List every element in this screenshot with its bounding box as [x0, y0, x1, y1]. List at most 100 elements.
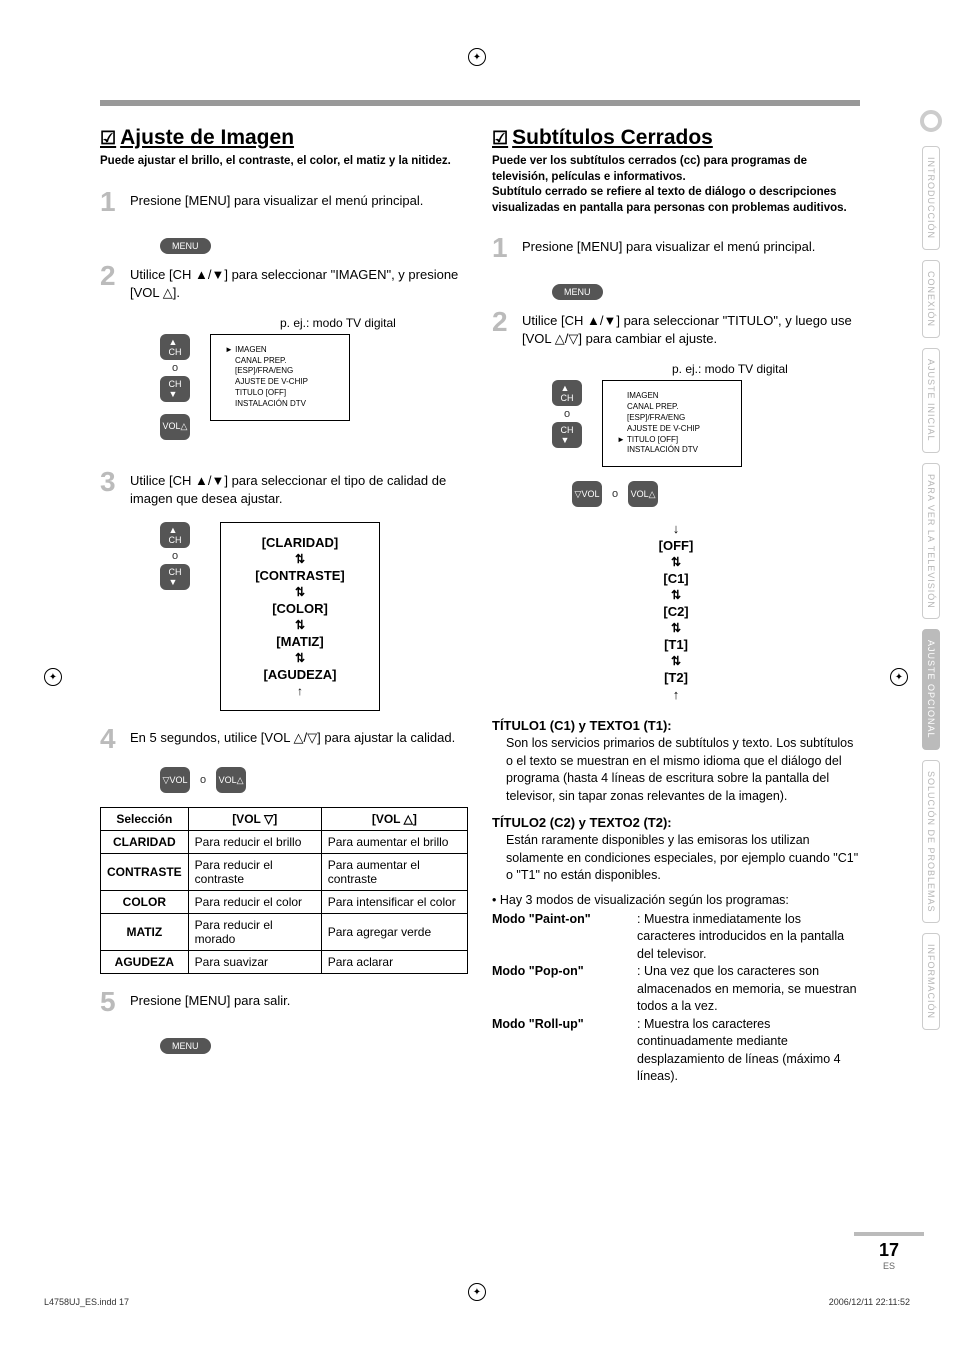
- page-number: 17: [854, 1240, 924, 1261]
- crop-mark-icon: ✦: [468, 1283, 486, 1301]
- ch-down-icon: CH▼: [160, 376, 190, 402]
- ch-up-icon: ▲CH: [160, 522, 190, 548]
- mode-roll-up: Modo "Roll-up" : Muestra los caracteres …: [492, 1016, 860, 1086]
- vol-up-icon: VOL△: [216, 767, 246, 793]
- crop-mark-icon: ✦: [468, 48, 486, 66]
- down-arrow-icon: ↓: [673, 521, 680, 536]
- osd-line: INSTALACIÓN DTV: [225, 399, 335, 410]
- crop-mark-icon: ✦: [890, 668, 908, 686]
- exp1-title: TÍTULO1 (C1) y TEXTO1 (T1):: [492, 718, 860, 733]
- mode-pop-on: Modo "Pop-on" : Una vez que los caracter…: [492, 963, 860, 1016]
- updown-arrow-icon: ⇅: [295, 651, 305, 665]
- table-row: MATIZPara reducir el moradoPara agregar …: [101, 914, 468, 951]
- top-rule: [100, 100, 860, 106]
- quality-list: [CLARIDAD] ⇅ [CONTRASTE] ⇅ [COLOR] ⇅ [MA…: [220, 522, 380, 711]
- osd-line: [ESP]/FRA/ENG: [225, 366, 335, 377]
- th-seleccion: Selección: [101, 808, 189, 831]
- osd-caption: p. ej.: modo TV digital: [672, 362, 860, 376]
- remote-vol-row: ▽VOL o VOL△: [160, 767, 468, 793]
- updown-arrow-icon: ⇅: [671, 588, 681, 602]
- menu-button-icon: MENU: [160, 1038, 211, 1054]
- table-row: AGUDEZAPara suavizarPara aclarar: [101, 951, 468, 974]
- menu-button-icon: MENU: [160, 238, 211, 254]
- step-text: Utilice [CH ▲/▼] para seleccionar el tip…: [130, 468, 468, 508]
- intro-ajuste: Puede ajustar el brillo, el contraste, e…: [100, 154, 468, 170]
- mode-paint-on: Modo "Paint-on" : Muestra inmediatamente…: [492, 911, 860, 964]
- quality-item: [CLARIDAD]: [262, 535, 339, 550]
- osd-caption: p. ej.: modo TV digital: [280, 316, 468, 330]
- step-number: 1: [492, 234, 514, 262]
- remote-ch-vol: ▲CH o CH▼ VOL△: [160, 334, 190, 440]
- tab-solucion-problemas: SOLUCIÓN DE PROBLEMAS: [922, 760, 940, 924]
- up-arrow-icon: ↑: [297, 684, 303, 698]
- table-row: CLARIDADPara reducir el brilloPara aumen…: [101, 831, 468, 854]
- updown-arrow-icon: ⇅: [295, 552, 305, 566]
- or-label: o: [172, 550, 178, 562]
- vol-down-icon: ▽VOL: [572, 481, 602, 507]
- footer-timestamp: 2006/12/11 22:11:52: [829, 1297, 910, 1307]
- vol-up-icon: VOL△: [160, 414, 190, 440]
- th-vol-up: [VOL △]: [321, 808, 467, 831]
- step-number: 2: [492, 308, 514, 348]
- quality-item: [COLOR]: [272, 601, 328, 616]
- osd-line: ► IMAGEN: [225, 345, 335, 356]
- exp1-body: Son los servicios primarios de subtítulo…: [506, 735, 860, 805]
- updown-arrow-icon: ⇅: [671, 555, 681, 569]
- step-text: Presione [MENU] para visualizar el menú …: [522, 234, 815, 262]
- step-text: Utilice [CH ▲/▼] para seleccionar "TITUL…: [522, 308, 860, 348]
- quality-item: [MATIZ]: [276, 634, 323, 649]
- osd-line: IMAGEN: [617, 391, 727, 402]
- remote-ch: ▲CH o CH▼: [160, 522, 190, 590]
- step-5: 5 Presione [MENU] para salir.: [100, 988, 468, 1016]
- cc-option: [C1]: [663, 571, 688, 586]
- check-icon: ☑: [100, 128, 116, 148]
- updown-arrow-icon: ⇅: [295, 618, 305, 632]
- exp2-body: Están raramente disponibles y las emisor…: [506, 832, 860, 885]
- title-text: Subtítulos Cerrados: [512, 126, 713, 149]
- osd-line: AJUSTE DE V-CHIP: [617, 424, 727, 435]
- step-1: 1 Presione [MENU] para visualizar el men…: [492, 234, 860, 262]
- step-2: 2 Utilice [CH ▲/▼] para seleccionar "IMA…: [100, 262, 468, 302]
- step-number: 2: [100, 262, 122, 302]
- step-number: 4: [100, 725, 122, 753]
- tab-ajuste-opcional: AJUSTE OPCIONAL: [922, 629, 940, 750]
- osd-line: TITULO [OFF]: [225, 388, 335, 399]
- step-text: En 5 segundos, utilice [VOL △/▽] para aj…: [130, 725, 455, 753]
- col-ajuste-imagen: ☑Ajuste de Imagen Puede ajustar el brill…: [100, 126, 468, 1086]
- tab-introduccion: INTRODUCCIÓN: [922, 146, 940, 250]
- page-lang: ES: [854, 1261, 924, 1271]
- intro-subtitulos: Puede ver los subtítulos cerrados (cc) p…: [492, 154, 860, 216]
- step-4: 4 En 5 segundos, utilice [VOL △/▽] para …: [100, 725, 468, 753]
- ch-down-icon: CH▼: [552, 422, 582, 448]
- col-subtitulos: ☑Subtítulos Cerrados Puede ver los subtí…: [492, 126, 860, 1086]
- modes-intro: • Hay 3 modos de visualización según los…: [492, 893, 860, 907]
- exp2-title: TÍTULO2 (C2) y TEXTO2 (T2):: [492, 815, 860, 830]
- cc-options-list: ↓ [OFF] ⇅ [C1] ⇅ [C2] ⇅ [T1] ⇅ [T2] ↑: [492, 521, 860, 702]
- or-label: o: [200, 774, 206, 786]
- step-2: 2 Utilice [CH ▲/▼] para seleccionar "TIT…: [492, 308, 860, 348]
- or-label: o: [612, 488, 618, 500]
- th-vol-down: [VOL ▽]: [188, 808, 321, 831]
- osd-line: INSTALACIÓN DTV: [617, 445, 727, 456]
- title-text: Ajuste de Imagen: [120, 126, 294, 149]
- osd-menu-titulo: IMAGEN CANAL PREP. [ESP]/FRA/ENG AJUSTE …: [602, 380, 742, 467]
- ch-up-icon: ▲CH: [552, 380, 582, 406]
- or-label: o: [172, 362, 178, 374]
- quality-item: [AGUDEZA]: [264, 667, 337, 682]
- cc-option: [OFF]: [659, 538, 694, 553]
- side-tabs: INTRODUCCIÓN CONEXIÓN AJUSTE INICIAL PAR…: [920, 110, 942, 1030]
- cc-option: [T2]: [664, 670, 688, 685]
- ch-down-icon: CH▼: [160, 564, 190, 590]
- osd-menu-imagen: ► IMAGEN CANAL PREP. [ESP]/FRA/ENG AJUST…: [210, 334, 350, 421]
- tab-knob-icon: [920, 110, 942, 132]
- section-title-subtitulos: ☑Subtítulos Cerrados: [492, 126, 860, 150]
- step-3: 3 Utilice [CH ▲/▼] para seleccionar el t…: [100, 468, 468, 508]
- adjust-table: Selección [VOL ▽] [VOL △] CLARIDADPara r…: [100, 807, 468, 974]
- updown-arrow-icon: ⇅: [671, 621, 681, 635]
- osd-line: CANAL PREP.: [225, 356, 335, 367]
- tab-ajuste-inicial: AJUSTE INICIAL: [922, 348, 940, 453]
- step-text: Presione [MENU] para salir.: [130, 988, 290, 1016]
- menu-button-icon: MENU: [552, 284, 603, 300]
- up-arrow-icon: ↑: [673, 687, 680, 702]
- step-number: 3: [100, 468, 122, 508]
